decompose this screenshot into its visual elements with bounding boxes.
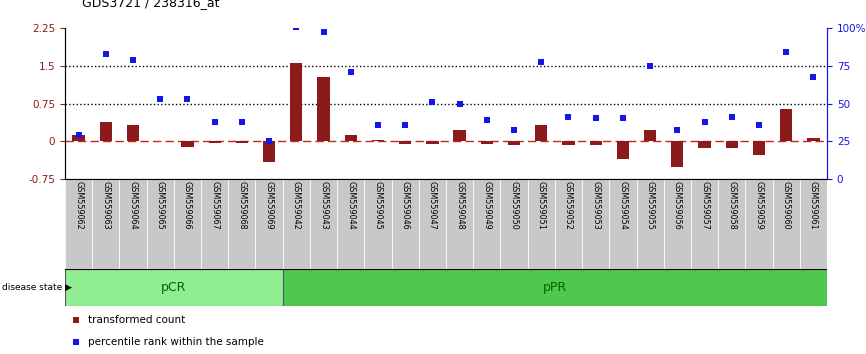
Bar: [780, 109, 792, 141]
Text: GSM559063: GSM559063: [101, 182, 110, 230]
Text: GSM559055: GSM559055: [646, 182, 655, 230]
Bar: [446, 179, 473, 269]
Bar: [507, 141, 520, 145]
Bar: [501, 179, 527, 269]
Bar: [698, 141, 711, 148]
Bar: [535, 125, 547, 141]
Bar: [555, 179, 582, 269]
Bar: [65, 179, 92, 269]
Text: GSM559056: GSM559056: [673, 182, 682, 230]
Text: GSM559066: GSM559066: [183, 182, 192, 230]
Bar: [209, 141, 221, 143]
Text: GSM559060: GSM559060: [782, 182, 791, 230]
Bar: [691, 179, 718, 269]
Bar: [473, 179, 501, 269]
Bar: [317, 78, 330, 141]
Bar: [419, 179, 446, 269]
Bar: [527, 179, 555, 269]
Text: GSM559052: GSM559052: [564, 182, 573, 230]
Bar: [772, 179, 800, 269]
Bar: [290, 63, 302, 141]
Bar: [310, 179, 337, 269]
Text: GSM559059: GSM559059: [754, 182, 764, 230]
Bar: [726, 141, 738, 148]
Text: GSM559047: GSM559047: [428, 182, 436, 230]
Text: GDS3721 / 238316_at: GDS3721 / 238316_at: [82, 0, 220, 9]
Text: pPR: pPR: [543, 281, 567, 294]
Bar: [229, 179, 255, 269]
Bar: [617, 141, 629, 159]
Bar: [372, 140, 384, 141]
Text: GSM559061: GSM559061: [809, 182, 818, 230]
Bar: [365, 179, 391, 269]
Text: transformed count: transformed count: [88, 315, 185, 325]
Bar: [337, 179, 365, 269]
Bar: [391, 179, 419, 269]
Text: GSM559042: GSM559042: [292, 182, 301, 230]
Bar: [126, 125, 139, 141]
Bar: [201, 179, 229, 269]
Text: percentile rank within the sample: percentile rank within the sample: [88, 337, 264, 347]
Bar: [236, 141, 248, 143]
Bar: [746, 179, 772, 269]
Bar: [718, 179, 746, 269]
Bar: [644, 130, 656, 141]
Text: GSM559058: GSM559058: [727, 182, 736, 230]
Bar: [610, 179, 637, 269]
Bar: [454, 130, 466, 141]
Bar: [345, 135, 357, 141]
Bar: [263, 141, 275, 162]
Bar: [800, 179, 827, 269]
Bar: [282, 269, 827, 306]
Bar: [481, 141, 493, 144]
Bar: [65, 269, 282, 306]
Bar: [426, 141, 438, 144]
Bar: [663, 179, 691, 269]
Bar: [146, 179, 174, 269]
Bar: [807, 138, 819, 141]
Text: GSM559054: GSM559054: [618, 182, 627, 230]
Text: pCR: pCR: [161, 281, 186, 294]
Text: GSM559064: GSM559064: [128, 182, 138, 230]
Text: GSM559048: GSM559048: [456, 182, 464, 230]
Text: GSM559068: GSM559068: [237, 182, 246, 230]
Bar: [120, 179, 146, 269]
Text: GSM559051: GSM559051: [537, 182, 546, 230]
Bar: [282, 179, 310, 269]
Bar: [562, 141, 574, 145]
Text: GSM559065: GSM559065: [156, 182, 165, 230]
Bar: [637, 179, 663, 269]
Bar: [92, 179, 120, 269]
Bar: [255, 179, 282, 269]
Text: disease state ▶: disease state ▶: [2, 283, 72, 292]
Text: GSM559043: GSM559043: [319, 182, 328, 230]
Text: GSM559057: GSM559057: [700, 182, 709, 230]
Text: GSM559049: GSM559049: [482, 182, 491, 230]
Text: GSM559045: GSM559045: [373, 182, 383, 230]
Text: GSM559050: GSM559050: [509, 182, 519, 230]
Bar: [100, 122, 112, 141]
Text: GSM559053: GSM559053: [591, 182, 600, 230]
Bar: [671, 141, 683, 167]
Text: GSM559044: GSM559044: [346, 182, 355, 230]
Bar: [753, 141, 765, 155]
Bar: [590, 141, 602, 145]
Text: GSM559062: GSM559062: [74, 182, 83, 230]
Bar: [399, 141, 411, 144]
Text: GSM559069: GSM559069: [265, 182, 274, 230]
Bar: [582, 179, 610, 269]
Bar: [174, 179, 201, 269]
Bar: [181, 141, 193, 147]
Bar: [73, 135, 85, 141]
Text: GSM559046: GSM559046: [401, 182, 410, 230]
Text: GSM559067: GSM559067: [210, 182, 219, 230]
